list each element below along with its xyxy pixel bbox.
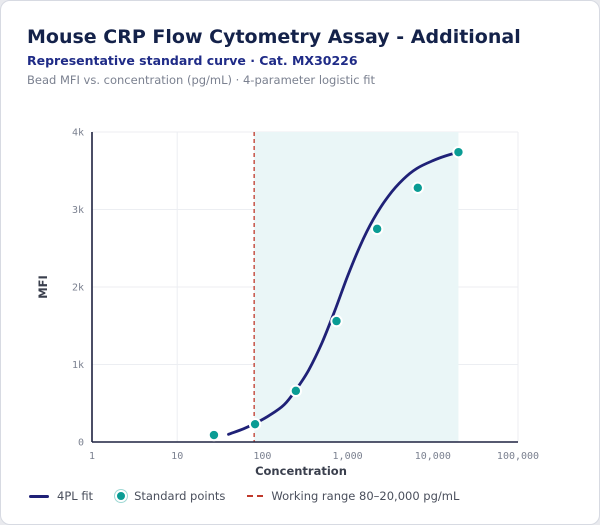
fit-curve	[227, 150, 460, 436]
y-tick-label: 1k	[72, 360, 84, 371]
legend-label-fit: 4PL fit	[57, 489, 94, 503]
legend-swatch-fit	[29, 494, 49, 498]
y-tick-label: 4k	[72, 128, 84, 139]
legend-label-range: Working range 80–20,000 pg/mL	[271, 489, 460, 503]
x-tick-label: 1,000	[333, 451, 363, 462]
axes	[91, 132, 518, 443]
chart-description: Bead MFI vs. concentration (pg/mL) · 4-p…	[27, 73, 375, 87]
standard-point	[370, 222, 384, 236]
standard-point	[207, 428, 221, 442]
chart-subtitle: Representative standard curve · Cat. MX3…	[27, 53, 358, 68]
legend-item-fit: 4PL fit	[29, 489, 93, 503]
y-tick-label: 2k	[72, 283, 84, 294]
legend-item-range: Working range 80–20,000 pg/mL	[247, 489, 459, 503]
legend: 4PL fit Standard points Working range 80…	[29, 489, 481, 503]
y-tick-labels: 0 1k 2k 3k 4k	[72, 128, 84, 449]
x-tick-label: 10	[171, 451, 183, 462]
standard-point	[330, 314, 343, 328]
y-tick-label: 3k	[72, 205, 84, 216]
x-tick-label: 100,000	[497, 451, 539, 462]
x-tick-label: 1	[89, 451, 95, 462]
standard-point	[452, 145, 465, 159]
working-range-band	[254, 132, 459, 442]
x-axis-label: Concentration	[255, 464, 347, 478]
legend-item-points: Standard points	[115, 489, 225, 503]
y-tick-label: 0	[78, 438, 84, 449]
standard-point	[411, 181, 424, 195]
legend-swatch-range	[247, 495, 264, 497]
standard-point	[289, 384, 303, 398]
standard-points	[207, 145, 465, 442]
standard-point	[248, 417, 262, 431]
x-tick-label: 100	[253, 451, 271, 462]
chart-title: Mouse CRP Flow Cytometry Assay - Additio…	[27, 26, 521, 48]
x-tick-labels: 1 10 100 1,000 10,000 100,000	[89, 451, 539, 462]
legend-swatch-points	[115, 490, 128, 502]
x-tick-label: 10,000	[415, 451, 451, 462]
legend-label-points: Standard points	[134, 489, 226, 503]
y-axis-label: MFI	[36, 275, 50, 299]
